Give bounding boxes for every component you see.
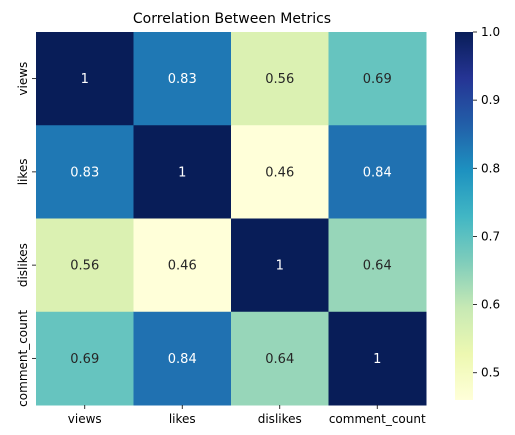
heatmap-cell-comment_count-views: [36, 311, 134, 406]
cell-annotation: 0.83: [70, 165, 99, 180]
y-tick-label: views: [16, 62, 30, 96]
colorbar-tick-label: 0.9: [481, 93, 500, 107]
cell-annotation: 0.46: [265, 165, 294, 180]
cell-annotations: 1 0.83 0.56 0.69 0.83 1 0.46 0.84 0.56 0.46 1 0.64 0…: [70, 72, 391, 367]
cell-annotation: 0.56: [70, 259, 99, 274]
heatmap-cell-views-comment_count: [328, 32, 427, 126]
cell-annotation: 0.84: [363, 165, 392, 180]
heatmap-cell-comment_count-likes: [133, 311, 232, 406]
colorbar: 0.5 0.6 0.7 0.8 0.9 1.0: [455, 25, 500, 400]
colorbar-gradient: [455, 32, 473, 400]
x-axis: views likes dislikes comment_count: [68, 405, 426, 426]
cell-annotation: 1: [81, 72, 89, 87]
heatmap-cell-views-views: [36, 32, 134, 126]
heatmap-cell-comment_count-comment_count: [328, 311, 427, 406]
heatmap-cell-dislikes-views: [36, 218, 134, 313]
colorbar-tick-label: 0.8: [481, 161, 500, 175]
cell-annotation: 0.46: [168, 259, 197, 274]
colorbar-tick-label: 0.5: [481, 366, 500, 380]
cell-annotation: 0.69: [70, 352, 99, 367]
heatmap-cell-dislikes-comment_count: [328, 218, 427, 313]
heatmap-cell-dislikes-likes: [133, 218, 232, 313]
y-tick-label: comment_count: [16, 310, 30, 407]
heatmap-cell-likes-dislikes: [231, 125, 329, 219]
cell-annotation: 0.64: [363, 259, 392, 274]
heatmap-cell-likes-comment_count: [328, 125, 427, 219]
colorbar-tick-label: 1.0: [481, 25, 500, 39]
colorbar-tick-label: 0.6: [481, 298, 500, 312]
cell-annotation: 1: [178, 165, 186, 180]
heatmap-cell-comment_count-dislikes: [231, 311, 329, 406]
heatmap-cell-likes-likes: [133, 125, 232, 219]
cell-annotation: 1: [373, 352, 381, 367]
y-axis: views likes dislikes comment_count: [16, 62, 36, 407]
cell-annotation: 0.69: [363, 72, 392, 87]
y-tick-label: dislikes: [16, 243, 30, 287]
heatmap-cell-dislikes-dislikes: [231, 218, 329, 313]
cell-annotation: 0.84: [168, 352, 197, 367]
x-tick-label: comment_count: [329, 412, 426, 426]
heatmap-cell-views-dislikes: [231, 32, 329, 126]
cell-annotation: 0.56: [265, 72, 294, 87]
heatmap-cells: [36, 32, 427, 406]
cell-annotation: 1: [276, 259, 284, 274]
x-tick-label: views: [68, 412, 102, 426]
x-tick-label: dislikes: [258, 412, 302, 426]
colorbar-tick-label: 0.7: [481, 229, 500, 243]
cell-annotation: 0.83: [168, 72, 197, 87]
y-tick-label: likes: [16, 158, 30, 185]
heatmap-cell-views-likes: [133, 32, 232, 126]
cell-annotation: 0.64: [265, 352, 294, 367]
x-tick-label: likes: [169, 412, 196, 426]
heatmap-cell-likes-views: [36, 125, 134, 219]
chart-title: Correlation Between Metrics: [133, 11, 331, 27]
